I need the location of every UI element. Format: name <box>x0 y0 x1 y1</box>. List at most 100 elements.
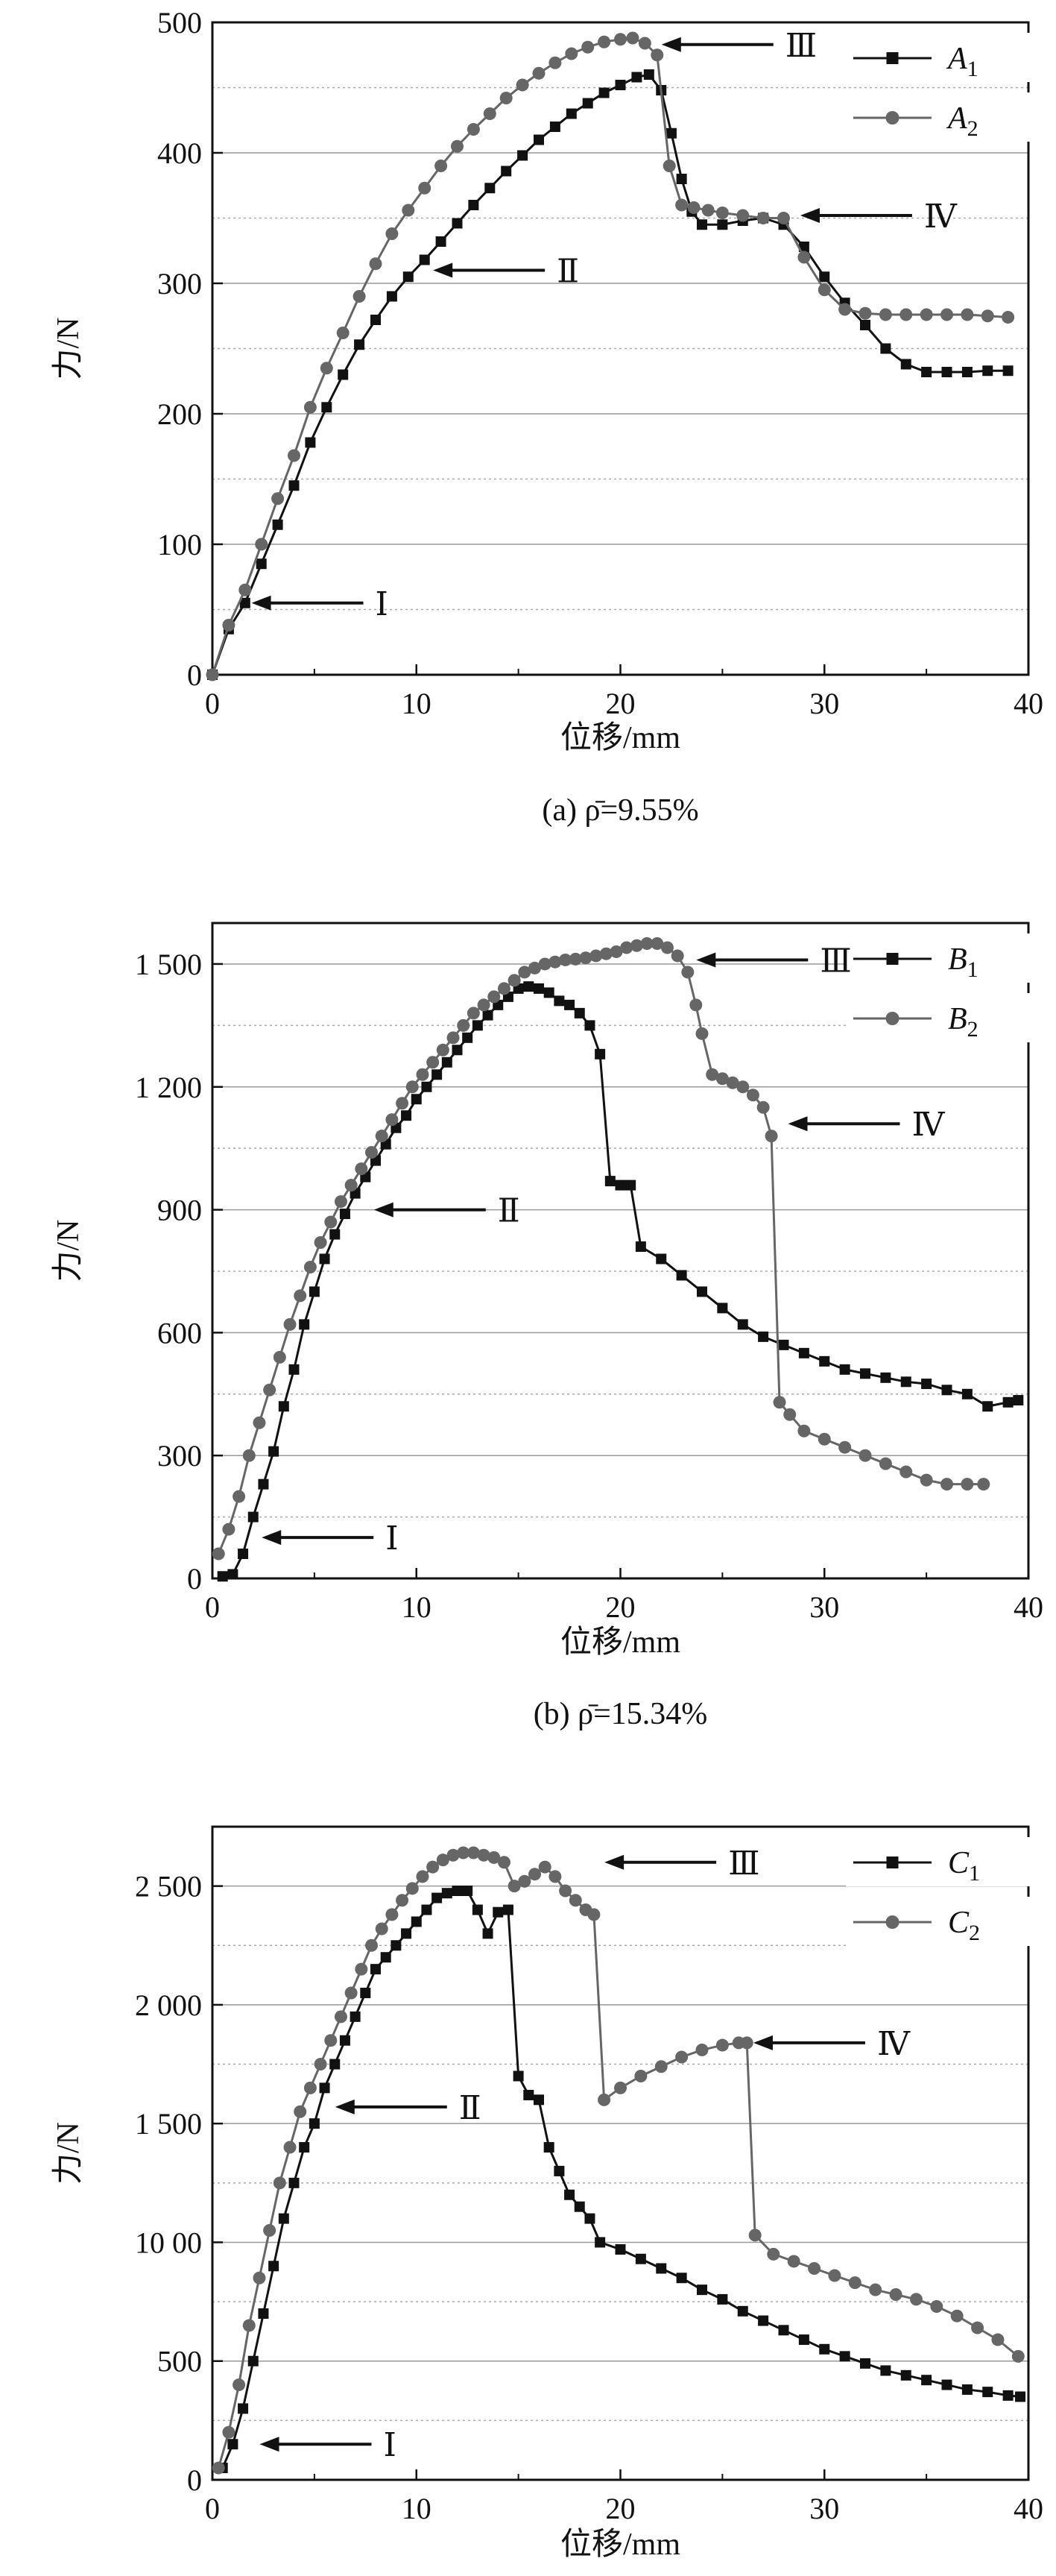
data-point <box>548 1870 562 1883</box>
chart-panel-c: 0 10 20 30 40 0 500 10 00 1 500 2 000 2 500 位移/mm 力/… <box>51 1825 1056 2562</box>
data-point <box>288 480 300 491</box>
data-point <box>401 1110 412 1121</box>
data-point <box>930 2299 943 2313</box>
y-tick-label: 0 <box>187 658 202 692</box>
data-point <box>294 1289 307 1303</box>
data-point <box>365 1939 379 1952</box>
data-point <box>614 33 627 46</box>
data-point <box>838 303 852 316</box>
data-point <box>595 1048 606 1059</box>
data-point <box>258 1478 269 1490</box>
data-point <box>421 1904 432 1915</box>
annotation-arrow-head <box>373 1202 393 1218</box>
data-point <box>369 257 382 271</box>
data-point <box>206 668 219 681</box>
annotation-Ⅱ: Ⅱ <box>373 1193 520 1229</box>
data-point <box>239 597 250 608</box>
data-point <box>548 955 562 969</box>
data-point <box>783 1408 797 1421</box>
data-point <box>227 1569 238 1580</box>
data-point <box>614 2081 627 2094</box>
annotation-arrow-head <box>335 2099 355 2114</box>
x-tick-label: 40 <box>1014 2492 1043 2525</box>
x-axis-title: 位移/mm <box>560 2527 680 2562</box>
data-point <box>451 139 464 153</box>
y-tick-label: 900 <box>157 1194 202 1227</box>
series-line <box>222 985 1019 1578</box>
data-point <box>548 56 562 69</box>
data-point <box>344 1179 358 1192</box>
data-point <box>401 1928 412 1939</box>
data-point <box>950 2309 964 2323</box>
legend-label-name: C <box>948 1906 970 1940</box>
data-point <box>242 2319 256 2332</box>
data-point <box>534 983 544 994</box>
data-point <box>798 242 809 252</box>
data-point <box>441 1056 452 1068</box>
data-point <box>656 2263 667 2274</box>
data-point <box>689 998 703 1012</box>
data-point <box>314 1236 327 1250</box>
x-tick-label: 30 <box>809 687 839 720</box>
data-point <box>288 1364 300 1375</box>
y-tick-label: 500 <box>157 6 202 40</box>
y-tick-label: 0 <box>187 1562 202 1596</box>
data-point <box>380 1952 391 1963</box>
data-point <box>654 2060 668 2073</box>
data-point <box>467 1846 480 1859</box>
data-point <box>352 290 366 303</box>
legend-label-subscript: 2 <box>969 1921 980 1945</box>
x-tick-label: 30 <box>809 1590 839 1624</box>
data-point <box>247 1511 259 1522</box>
data-point <box>726 1076 739 1089</box>
annotation-label: Ⅳ <box>877 2026 911 2062</box>
series-C1 <box>217 1886 1026 2474</box>
data-point <box>859 306 872 320</box>
annotation-label: Ⅳ <box>924 198 958 235</box>
data-point <box>651 936 664 950</box>
data-point <box>283 2141 297 2154</box>
data-point <box>961 1388 973 1399</box>
data-point <box>1002 311 1015 324</box>
data-point <box>309 2118 320 2129</box>
data-point <box>513 2070 524 2082</box>
x-tick-label: 20 <box>606 2492 636 2525</box>
data-point <box>977 1478 990 1491</box>
annotation-label: Ⅳ <box>912 1106 946 1143</box>
data-point <box>391 1940 402 1951</box>
data-point <box>508 1880 521 1893</box>
data-point <box>598 87 610 98</box>
series-C2 <box>212 1846 1025 2475</box>
panel-caption: (b) ρ̄=15.34% <box>534 1697 708 1731</box>
data-point <box>385 227 399 240</box>
legend-marker <box>886 953 899 965</box>
data-point <box>487 1851 501 1864</box>
data-point <box>777 212 790 224</box>
data-point <box>717 2293 728 2305</box>
annotation-label: Ⅲ <box>728 1845 759 1882</box>
data-point <box>961 1478 974 1491</box>
data-point <box>305 437 316 448</box>
data-point <box>900 1376 911 1388</box>
legend-label: A1 <box>946 42 978 81</box>
data-point <box>222 1522 235 1536</box>
annotation-Ⅱ: Ⅱ <box>335 2090 481 2126</box>
data-point <box>737 1319 748 1330</box>
series-B2 <box>212 936 990 1561</box>
data-point <box>288 2177 300 2188</box>
data-point <box>468 200 479 210</box>
x-tick-label: 0 <box>205 1590 220 1624</box>
data-point <box>263 2224 276 2238</box>
y-tick-label: 1 200 <box>135 1071 202 1104</box>
data-point <box>477 1848 490 1862</box>
data-point <box>278 1401 289 1412</box>
data-point <box>756 1100 770 1114</box>
data-point <box>329 1229 341 1240</box>
data-point <box>411 1916 422 1927</box>
data-point <box>258 2308 269 2320</box>
data-point <box>574 2201 585 2212</box>
legend-label: B2 <box>948 1002 978 1042</box>
data-point <box>334 2010 347 2024</box>
data-point <box>559 953 572 966</box>
